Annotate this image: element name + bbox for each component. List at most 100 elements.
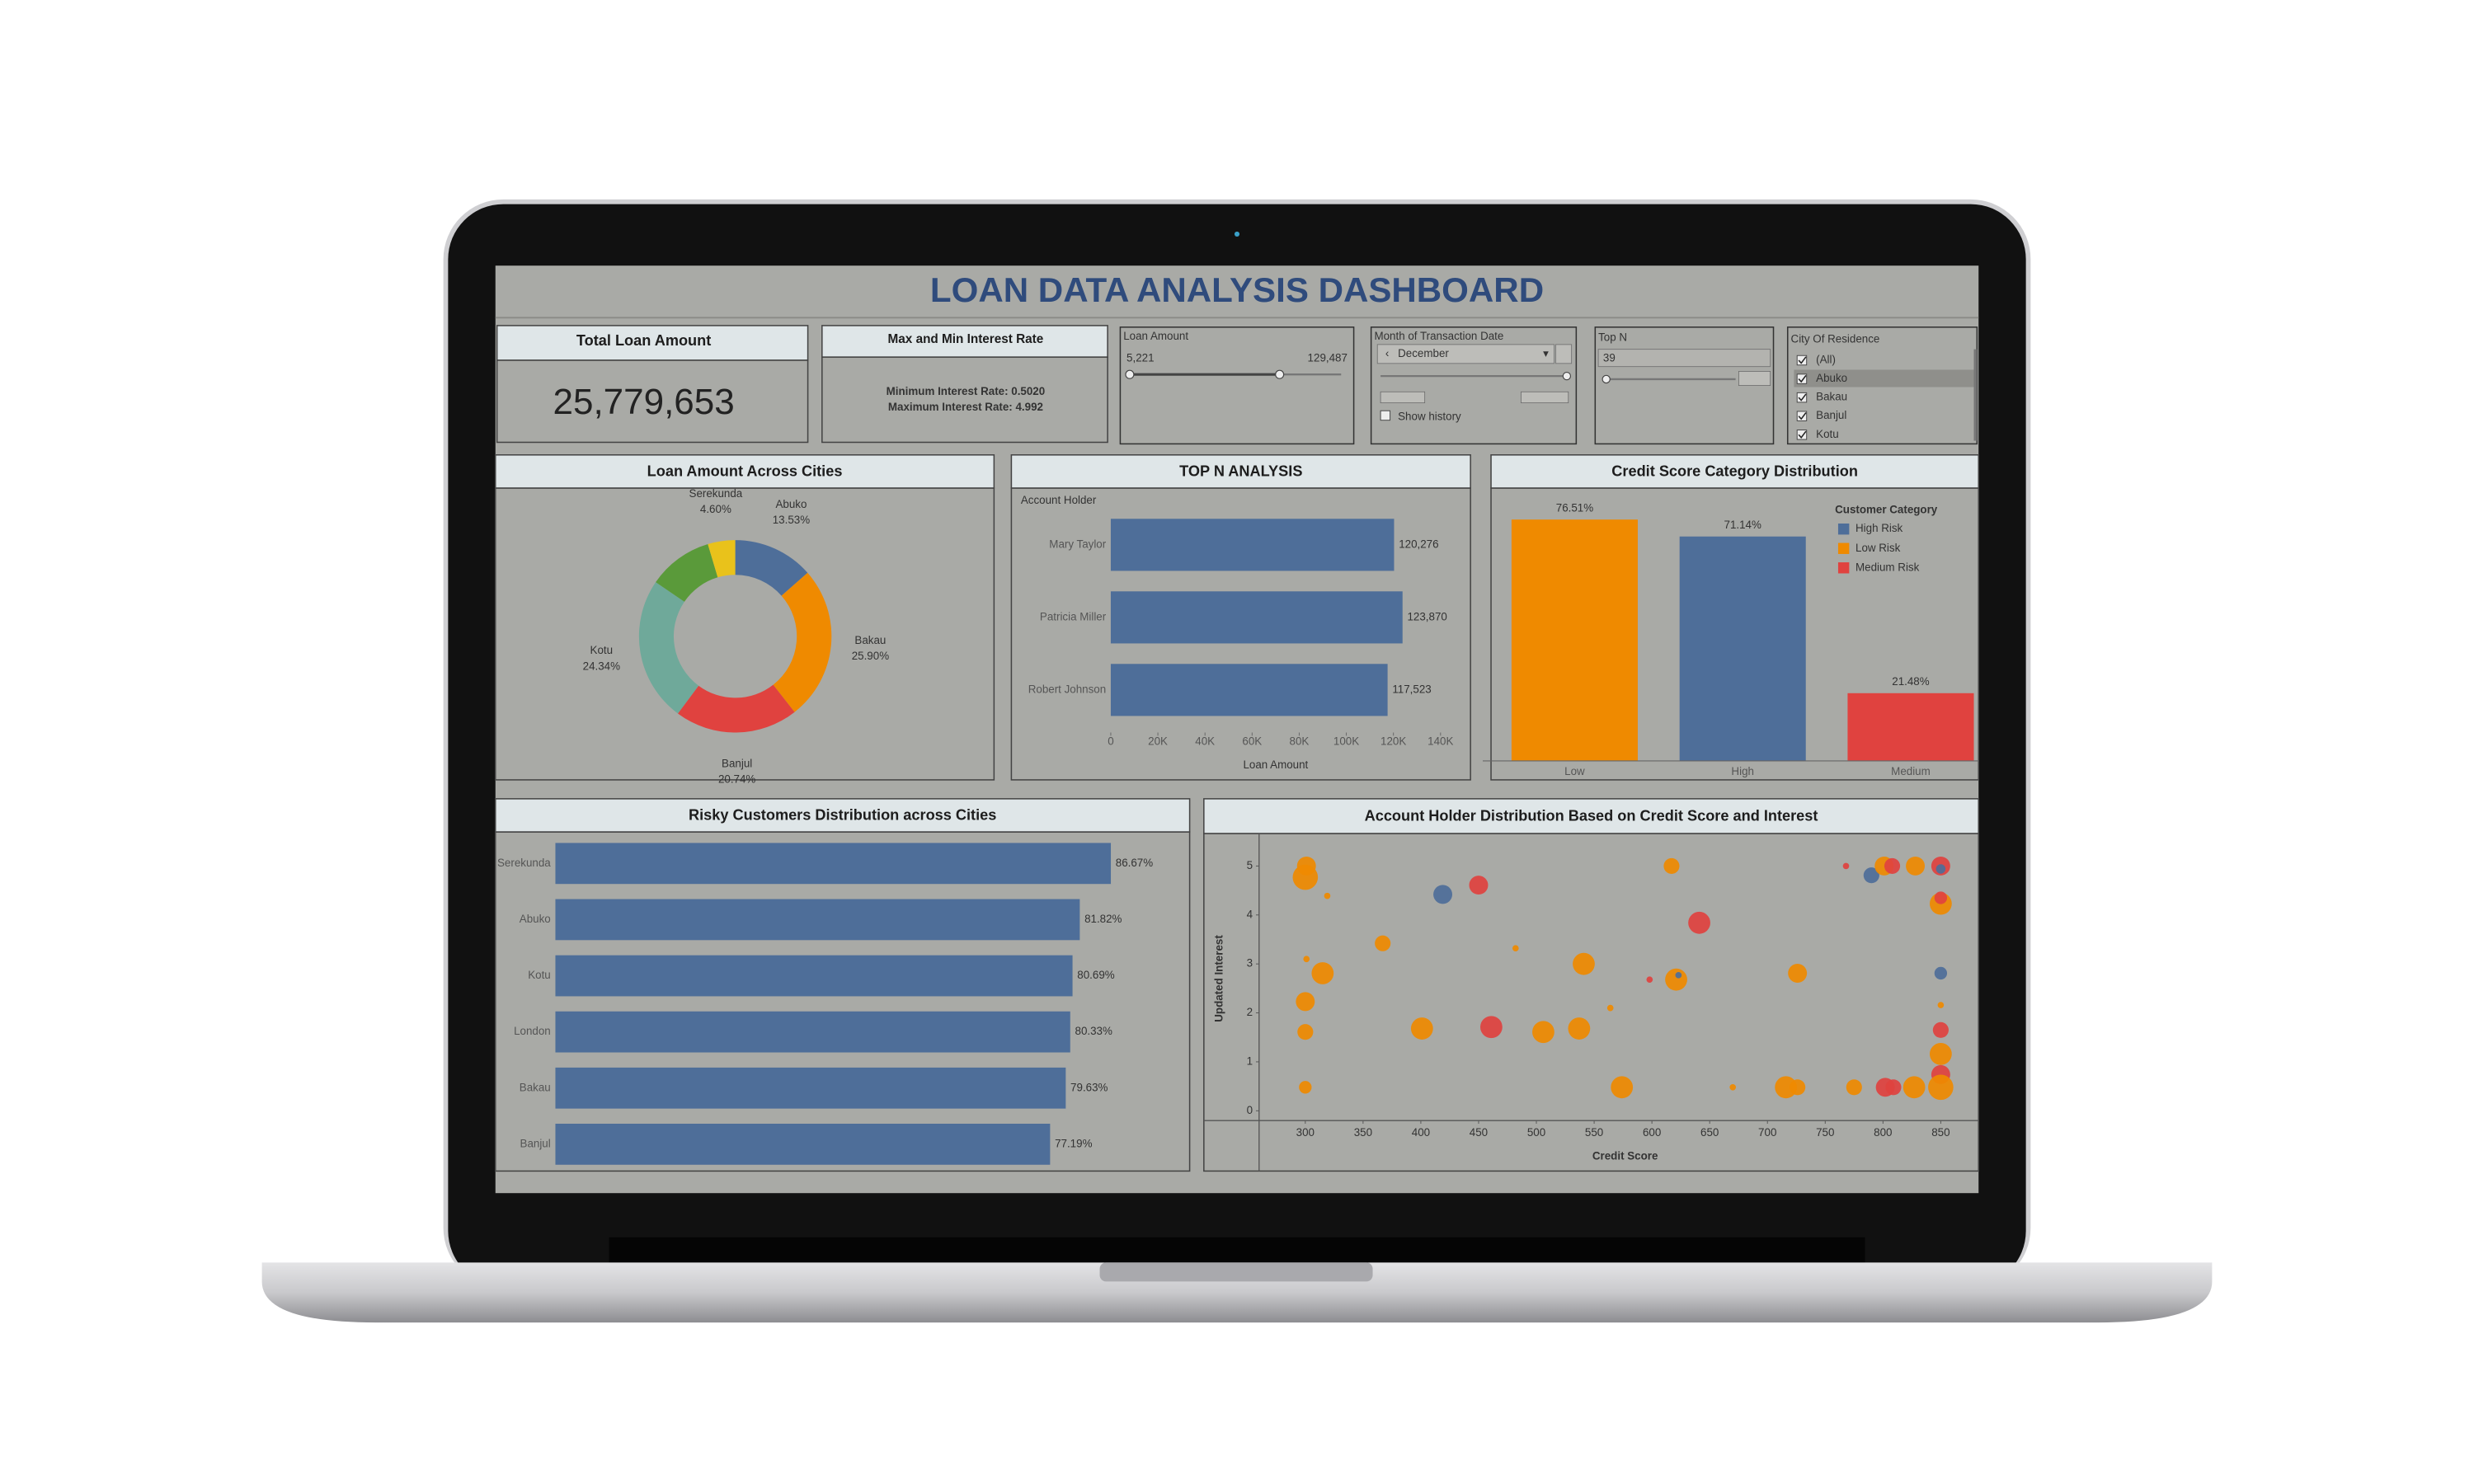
scatter-point bbox=[1532, 1021, 1554, 1044]
scatter-point bbox=[1665, 968, 1687, 991]
scatter-point bbox=[1479, 1016, 1503, 1039]
category-label: Patricia Miller bbox=[1040, 610, 1107, 622]
checkmark[interactable] bbox=[1798, 356, 1807, 364]
y-tick-label: 1 bbox=[1247, 1054, 1253, 1067]
playback-controls[interactable] bbox=[1380, 391, 1426, 404]
checkbox[interactable] bbox=[1380, 410, 1391, 421]
legend-swatch bbox=[1837, 562, 1850, 574]
x-tick-label: 850 bbox=[1931, 1126, 1950, 1139]
checkmark[interactable] bbox=[1798, 393, 1807, 402]
checkmark[interactable] bbox=[1798, 374, 1807, 383]
chart-title: Loan Amount Across Cities bbox=[647, 463, 843, 480]
x-tick-label: 300 bbox=[1296, 1126, 1315, 1139]
legend-label: High Risk bbox=[1856, 522, 1903, 534]
slider-knob[interactable] bbox=[1562, 371, 1572, 381]
category-label: London bbox=[514, 1025, 551, 1037]
dashboard-title: LOAN DATA ANALYSIS DASHBOARD bbox=[930, 270, 1544, 309]
category-label: Bakau bbox=[520, 1081, 551, 1093]
scatter-point bbox=[1311, 962, 1334, 984]
scatter-point bbox=[1934, 966, 1948, 980]
bar bbox=[555, 899, 1080, 941]
data-label: 81.82% bbox=[1084, 913, 1122, 925]
slice-label: Kotu bbox=[590, 644, 614, 656]
scatter-point bbox=[1410, 1017, 1433, 1040]
data-label: 77.19% bbox=[1055, 1137, 1092, 1149]
panel-header bbox=[495, 454, 995, 489]
city-option[interactable]: (All) bbox=[1816, 354, 1836, 366]
prev-arrow[interactable]: ‹ bbox=[1385, 347, 1389, 359]
data-label: 21.48% bbox=[1892, 675, 1929, 688]
scatter-point bbox=[1932, 1021, 1949, 1038]
next-button[interactable] bbox=[1555, 344, 1573, 364]
city-option[interactable]: Kotu bbox=[1816, 428, 1839, 440]
hinge bbox=[609, 1237, 1865, 1263]
slider-knob[interactable] bbox=[1275, 369, 1285, 379]
scatter-point bbox=[1885, 1079, 1902, 1096]
panel-body bbox=[1203, 833, 1979, 1172]
input-value[interactable]: 39 bbox=[1603, 352, 1616, 364]
scatter-point bbox=[1688, 911, 1710, 934]
scatter-point bbox=[1512, 945, 1519, 952]
laptop-base bbox=[261, 1262, 2213, 1323]
slice-value: 25.90% bbox=[852, 650, 889, 662]
kpi-body bbox=[821, 356, 1108, 444]
bar bbox=[1110, 664, 1388, 716]
scatter-point bbox=[1934, 891, 1948, 904]
city-option[interactable]: Abuko bbox=[1816, 372, 1847, 384]
panel-header bbox=[495, 798, 1191, 833]
camera bbox=[1234, 231, 1240, 237]
panel-header bbox=[1490, 454, 1979, 489]
city-option[interactable]: Bakau bbox=[1816, 391, 1847, 403]
donut-slice bbox=[638, 582, 699, 714]
data-label: 123,870 bbox=[1407, 610, 1446, 622]
dropdown[interactable] bbox=[1376, 344, 1555, 364]
slice-label: Serekunda bbox=[689, 487, 743, 500]
checkbox[interactable] bbox=[1796, 373, 1808, 384]
scrollbar bbox=[1973, 349, 1978, 441]
slice-value: 4.60% bbox=[700, 503, 731, 515]
y-tick-label: 3 bbox=[1247, 957, 1253, 970]
input-box[interactable] bbox=[1597, 349, 1771, 368]
checkbox[interactable] bbox=[1796, 411, 1808, 421]
city-option[interactable]: Banjul bbox=[1816, 409, 1846, 421]
checkbox[interactable] bbox=[1796, 392, 1808, 403]
city-list: (All) Abuko Bakau Banjul Kotu bbox=[1796, 354, 1847, 440]
scatter-point bbox=[1646, 976, 1653, 984]
scatter-point bbox=[1842, 862, 1850, 870]
checkbox[interactable] bbox=[1796, 430, 1808, 440]
slider-min: 5,221 bbox=[1126, 352, 1154, 364]
checkbox-label[interactable]: Show history bbox=[1398, 410, 1461, 422]
dropdown-value[interactable]: December bbox=[1398, 347, 1449, 359]
x-tick-label: 450 bbox=[1470, 1126, 1488, 1139]
bar bbox=[1679, 536, 1806, 761]
kpi-header bbox=[496, 325, 809, 361]
checkmark[interactable] bbox=[1798, 412, 1807, 420]
x-tick-label: 650 bbox=[1700, 1126, 1719, 1139]
scatter-point bbox=[1606, 1004, 1614, 1012]
donut-slice bbox=[773, 572, 832, 712]
scatter-point bbox=[1292, 864, 1319, 890]
x-tick-label: 500 bbox=[1527, 1126, 1545, 1139]
slice-label: Banjul bbox=[722, 757, 752, 769]
scatter-point bbox=[1324, 892, 1331, 899]
dropdown-caret[interactable]: ▾ bbox=[1543, 347, 1549, 359]
scatter-point bbox=[1775, 1076, 1798, 1099]
slice-value: 20.74% bbox=[718, 773, 755, 785]
bar bbox=[555, 1011, 1070, 1053]
chart-title: Risky Customers Distribution across Citi… bbox=[689, 807, 996, 824]
slider-knob[interactable] bbox=[1125, 369, 1135, 379]
kpi-title: Total Loan Amount bbox=[576, 332, 711, 349]
filter-label: City Of Residence bbox=[1791, 333, 1880, 345]
scatter-point bbox=[1790, 1079, 1806, 1096]
scatter-point bbox=[1375, 935, 1391, 951]
checkbox[interactable] bbox=[1796, 355, 1808, 366]
checkmark[interactable] bbox=[1798, 430, 1807, 439]
category-label: Kotu bbox=[528, 969, 551, 981]
speed-controls[interactable] bbox=[1521, 391, 1569, 404]
bar bbox=[1847, 693, 1974, 761]
donut-slice bbox=[656, 543, 718, 602]
legend-label: Medium Risk bbox=[1856, 561, 1920, 573]
slider-knob[interactable] bbox=[1602, 374, 1611, 384]
stepper[interactable] bbox=[1738, 370, 1771, 386]
